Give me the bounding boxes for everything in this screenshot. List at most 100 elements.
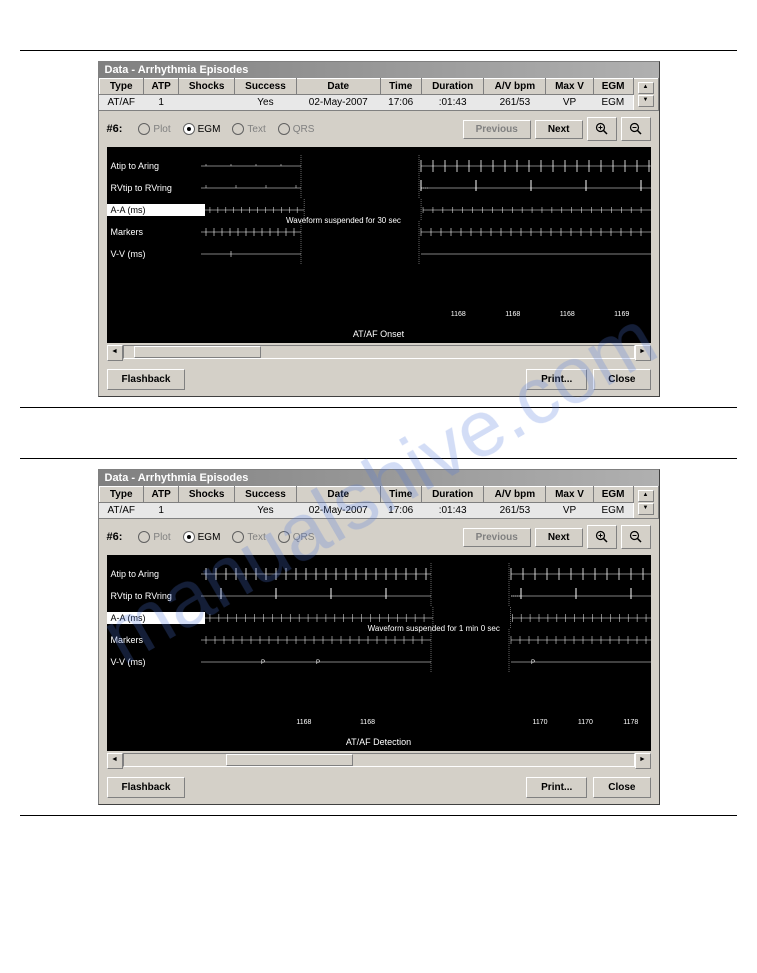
scroll-thumb[interactable] <box>134 346 262 358</box>
column-header: Shocks <box>179 79 235 95</box>
table-cell: Yes <box>234 503 296 519</box>
print-button[interactable]: Print... <box>526 777 587 798</box>
close-button[interactable]: Close <box>593 369 650 390</box>
close-button[interactable]: Close <box>593 777 650 798</box>
radio-icon <box>278 123 290 135</box>
column-header: Date <box>296 487 380 503</box>
zoom-out-button[interactable] <box>621 117 651 141</box>
episode-table: TypeATPShocksSuccessDateTimeDurationA/V … <box>99 78 659 111</box>
scroll-right-icon[interactable]: ► <box>635 753 651 769</box>
titlebar: Data - Arrhythmia Episodes <box>99 470 659 486</box>
vv-row: 11681168117011701178 <box>197 719 651 729</box>
next-button[interactable]: Next <box>535 528 583 547</box>
channel-label: Markers <box>107 227 201 237</box>
radio-qrs[interactable]: QRS <box>278 123 315 135</box>
radio-label: Plot <box>153 532 170 543</box>
zoom-out-button[interactable] <box>621 525 651 549</box>
table-cell: 02-May-2007 <box>296 503 380 519</box>
radio-qrs[interactable]: QRS <box>278 531 315 543</box>
table-cell: EGM <box>593 95 633 111</box>
svg-text:P: P <box>531 660 535 666</box>
divider <box>20 458 737 459</box>
suspend-text: Waveform suspended for 30 sec <box>286 216 401 225</box>
column-header: Type <box>99 79 143 95</box>
flashback-button[interactable]: Flashback <box>107 777 186 798</box>
scroll-left-icon[interactable]: ◄ <box>107 345 123 361</box>
scroll-thumb[interactable] <box>226 754 354 766</box>
channel-label: V-V (ms) <box>107 657 201 667</box>
flashback-button[interactable]: Flashback <box>107 369 186 390</box>
channel-trace <box>205 199 651 221</box>
vv-value: 1168 <box>451 311 466 318</box>
hscrollbar[interactable]: ◄ ► <box>107 345 651 359</box>
channel-row: RVtip to RVring <box>107 177 651 199</box>
radio-icon <box>138 123 150 135</box>
channel-row: V-V (ms) PPP <box>107 651 651 673</box>
channel-row: RVtip to RVring <box>107 585 651 607</box>
radio-plot[interactable]: Plot <box>138 531 170 543</box>
next-button[interactable]: Next <box>535 120 583 139</box>
column-header: Time <box>380 487 421 503</box>
radio-label: QRS <box>293 532 315 543</box>
zoom-in-button[interactable] <box>587 525 617 549</box>
column-header: Success <box>234 79 296 95</box>
vv-row: 1168116811681169 <box>197 311 651 321</box>
zoom-in-button[interactable] <box>587 117 617 141</box>
channel-label: V-V (ms) <box>107 249 201 259</box>
episode-number: #6: <box>107 531 123 543</box>
egm-display: Atip to Aring RVtip to RVring A-A (ms) <box>107 147 651 343</box>
channel-row: Atip to Aring <box>107 563 651 585</box>
controls-row: #6: Plot EGM Text QRS Previous Next <box>99 519 659 555</box>
print-button[interactable]: Print... <box>526 369 587 390</box>
table-cell: 1 <box>143 503 178 519</box>
hscrollbar[interactable]: ◄ ► <box>107 753 651 767</box>
scroll-down-icon[interactable]: ▼ <box>638 503 654 515</box>
event-label: AT/AF Detection <box>346 737 411 747</box>
table-cell: VP <box>546 503 593 519</box>
column-header: EGM <box>593 79 633 95</box>
radio-plot[interactable]: Plot <box>138 123 170 135</box>
channel-trace <box>201 243 651 265</box>
scroll-track[interactable] <box>123 753 635 767</box>
radio-label: Text <box>247 532 265 543</box>
channel-label: Atip to Aring <box>107 161 201 171</box>
radio-text[interactable]: Text <box>232 531 265 543</box>
column-header: ATP <box>143 487 178 503</box>
previous-button[interactable]: Previous <box>463 528 531 547</box>
view-radio-group: Plot EGM Text QRS <box>138 531 458 543</box>
radio-icon <box>278 531 290 543</box>
footer: Flashback Print... Close <box>99 771 659 804</box>
scroll-up-icon[interactable]: ▲ <box>638 490 654 502</box>
vscroll[interactable]: ▲ ▼ <box>633 487 658 519</box>
table-cell: Yes <box>234 95 296 111</box>
scroll-down-icon[interactable]: ▼ <box>638 95 654 107</box>
radio-egm[interactable]: EGM <box>183 531 221 543</box>
table-cell: 261/53 <box>484 503 546 519</box>
vv-value: 1168 <box>296 719 311 726</box>
channel-trace <box>201 563 651 585</box>
episode-window: Data - Arrhythmia Episodes TypeATPShocks… <box>98 469 660 805</box>
radio-egm[interactable]: EGM <box>183 123 221 135</box>
channel-trace <box>201 221 651 243</box>
scroll-right-icon[interactable]: ► <box>635 345 651 361</box>
event-label: AT/AF Onset <box>353 329 404 339</box>
vscroll[interactable]: ▲ ▼ <box>633 79 658 111</box>
radio-text[interactable]: Text <box>232 123 265 135</box>
radio-icon <box>183 531 195 543</box>
suspend-text: Waveform suspended for 1 min 0 sec <box>368 624 500 633</box>
vv-value: 1170 <box>532 719 547 726</box>
episode-table: TypeATPShocksSuccessDateTimeDurationA/V … <box>99 486 659 519</box>
scroll-track[interactable] <box>123 345 635 359</box>
previous-button[interactable]: Previous <box>463 120 531 139</box>
radio-icon <box>232 531 244 543</box>
scroll-left-icon[interactable]: ◄ <box>107 753 123 769</box>
column-header: Duration <box>421 79 484 95</box>
svg-text:P: P <box>261 660 265 666</box>
column-header: Max V <box>546 79 593 95</box>
scroll-up-icon[interactable]: ▲ <box>638 82 654 94</box>
table-cell: EGM <box>593 503 633 519</box>
table-cell <box>179 95 235 111</box>
vv-value: 1170 <box>578 719 593 726</box>
channel-label: A-A (ms) <box>107 612 205 624</box>
radio-label: Text <box>247 124 265 135</box>
